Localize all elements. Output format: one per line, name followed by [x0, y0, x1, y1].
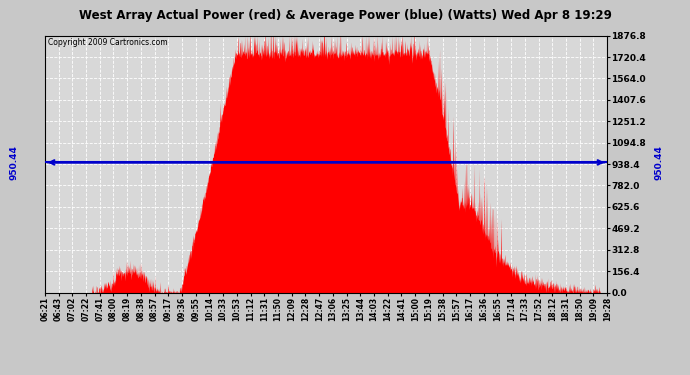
Text: 950.44: 950.44	[9, 145, 19, 180]
Text: West Array Actual Power (red) & Average Power (blue) (Watts) Wed Apr 8 19:29: West Array Actual Power (red) & Average …	[79, 9, 611, 22]
Text: Copyright 2009 Cartronics.com: Copyright 2009 Cartronics.com	[48, 38, 167, 47]
Text: 950.44: 950.44	[654, 145, 664, 180]
